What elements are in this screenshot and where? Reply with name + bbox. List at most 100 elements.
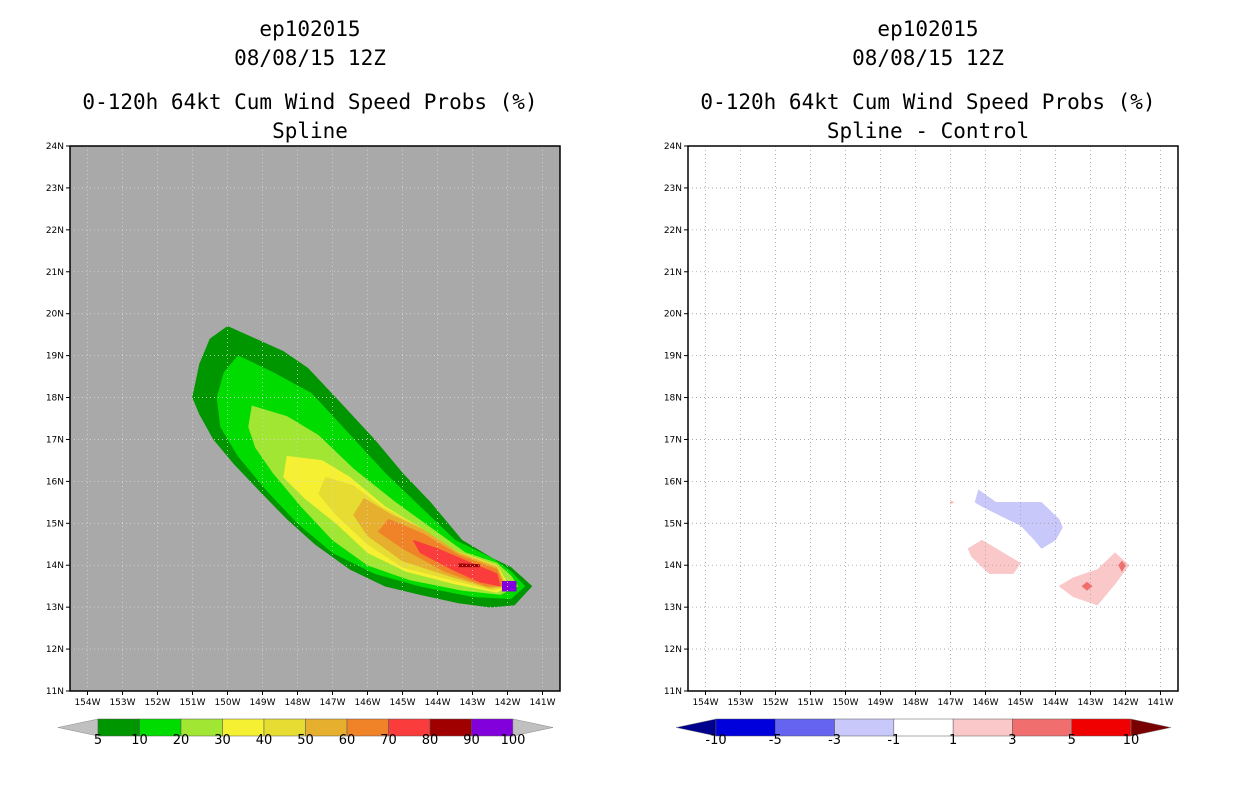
colorbar-label-9: 90	[463, 733, 480, 748]
y-tick-label-16N: 16N	[664, 477, 682, 487]
colorbar-label-3: 30	[214, 733, 231, 748]
colorbar-swatch-1	[775, 718, 835, 737]
colorbar-swatch-5	[1012, 718, 1072, 737]
x-tick-label-147W: 147W	[319, 698, 345, 708]
left-title-product: 0-120h 64kt Cum Wind Speed Probs (%)	[82, 90, 538, 114]
right-title-product: 0-120h 64kt Cum Wind Speed Probs (%)	[700, 90, 1156, 114]
y-tick-label-20N: 20N	[46, 310, 64, 320]
y-tick-label-21N: 21N	[46, 268, 64, 278]
x-tick-label-153W: 153W	[109, 698, 135, 708]
colorbar-label-2: 20	[173, 733, 190, 748]
x-tick-label-144W: 144W	[1042, 698, 1068, 708]
x-tick-label-146W: 146W	[972, 698, 998, 708]
colorbar-label-2: -3	[828, 733, 841, 748]
x-tick-label-154W: 154W	[74, 698, 100, 708]
contour--3-0	[974, 489, 1063, 549]
x-tick-label-146W: 146W	[354, 698, 380, 708]
colorbar-label-6: 60	[339, 733, 356, 748]
colorbar-label-6: 5	[1068, 733, 1076, 748]
colorbar-label-0: -10	[705, 733, 726, 748]
y-tick-label-24N: 24N	[46, 142, 64, 152]
y-tick-label-12N: 12N	[664, 645, 682, 655]
y-tick-label-15N: 15N	[664, 519, 682, 529]
y-tick-label-16N: 16N	[46, 477, 64, 487]
y-tick-label-14N: 14N	[664, 561, 682, 571]
y-tick-label-12N: 12N	[46, 645, 64, 655]
colorbar-label-5: 50	[297, 733, 314, 748]
x-tick-label-142W: 142W	[1112, 698, 1138, 708]
y-tick-label-17N: 17N	[664, 435, 682, 445]
y-tick-label-22N: 22N	[46, 226, 64, 236]
left-title-method: Spline	[272, 119, 348, 143]
colorbar-swatch-2	[834, 718, 895, 737]
colorbar-label-3: -1	[887, 733, 900, 748]
contour-layer	[950, 489, 1130, 606]
contour-3-3	[1118, 560, 1126, 573]
colorbar-label-4: 40	[256, 733, 273, 748]
y-tick-label-11N: 11N	[46, 687, 64, 697]
x-tick-label-149W: 149W	[249, 698, 275, 708]
y-tick-label-22N: 22N	[664, 226, 682, 236]
right-title-storm-id: ep102015	[877, 17, 979, 41]
x-tick-label-152W: 152W	[144, 698, 170, 708]
grid-lines	[688, 146, 1178, 691]
y-tick-label-13N: 13N	[664, 603, 682, 613]
x-tick-label-147W: 147W	[937, 698, 963, 708]
right-title-datetime: 08/08/15 12Z	[852, 46, 1004, 70]
contour-3-4	[1081, 581, 1093, 591]
left-chart: 154W 153W 152W 151W 150W 149W 148W 147W 146W 145W…	[46, 142, 561, 748]
contour-layer	[192, 326, 533, 608]
right-title-method: Spline - Control	[826, 119, 1030, 143]
x-tick-label-150W: 150W	[832, 698, 858, 708]
plot-background	[688, 146, 1178, 691]
colorbar-label-5: 3	[1008, 733, 1016, 748]
grid-lines	[70, 146, 560, 691]
y-tick-label-18N: 18N	[664, 394, 682, 404]
y-tick-label-13N: 13N	[46, 603, 64, 613]
y-tick-label-21N: 21N	[664, 268, 682, 278]
left-title-datetime: 08/08/15 12Z	[234, 46, 386, 70]
colorbar-label-1: 10	[131, 733, 148, 748]
x-tick-label-144W: 144W	[424, 698, 450, 708]
contour-1-1	[967, 539, 1021, 574]
colorbar-label-0: 5	[94, 733, 102, 748]
colorbar-high-arrow	[512, 718, 554, 737]
y-tick-label-24N: 24N	[664, 142, 682, 152]
y-tick-label-17N: 17N	[46, 435, 64, 445]
plot-frame	[69, 145, 561, 692]
x-tick-label-150W: 150W	[214, 698, 240, 708]
y-tick-label-15N: 15N	[46, 519, 64, 529]
contour-1-2	[1058, 552, 1130, 606]
x-tick-label-154W: 154W	[692, 698, 718, 708]
y-tick-label-14N: 14N	[46, 561, 64, 571]
x-tick-label-141W: 141W	[529, 698, 555, 708]
y-tick-label-23N: 23N	[46, 184, 64, 194]
contour-80-8	[458, 563, 480, 568]
colorbar-label-7: 10	[1123, 733, 1140, 748]
x-tick-label-143W: 143W	[1077, 698, 1103, 708]
x-tick-label-152W: 152W	[762, 698, 788, 708]
y-tick-label-20N: 20N	[664, 310, 682, 320]
colorbar-swatch-3	[893, 718, 954, 737]
y-tick-label-11N: 11N	[664, 687, 682, 697]
colorbar-high-arrow	[1130, 718, 1172, 737]
x-tick-label-145W: 145W	[389, 698, 415, 708]
colorbar-label-10: 100	[501, 733, 526, 748]
x-tick-label-148W: 148W	[902, 698, 928, 708]
x-tick-label-148W: 148W	[284, 698, 310, 708]
y-tick-label-19N: 19N	[46, 352, 64, 362]
y-tick-label-23N: 23N	[664, 184, 682, 194]
plot-frame	[687, 145, 1179, 692]
x-tick-label-151W: 151W	[797, 698, 823, 708]
colorbar-label-1: -5	[769, 733, 782, 748]
right-chart: 154W 153W 152W 151W 150W 149W 148W 147W 146W 145W…	[664, 142, 1179, 748]
x-tick-label-145W: 145W	[1007, 698, 1033, 708]
y-tick-label-18N: 18N	[46, 394, 64, 404]
colorbar-low-arrow	[57, 718, 99, 737]
contour-10-1	[216, 355, 526, 600]
x-tick-label-153W: 153W	[727, 698, 753, 708]
x-tick-label-142W: 142W	[494, 698, 520, 708]
contour-90-9	[501, 580, 517, 592]
y-tick-label-19N: 19N	[664, 352, 682, 362]
